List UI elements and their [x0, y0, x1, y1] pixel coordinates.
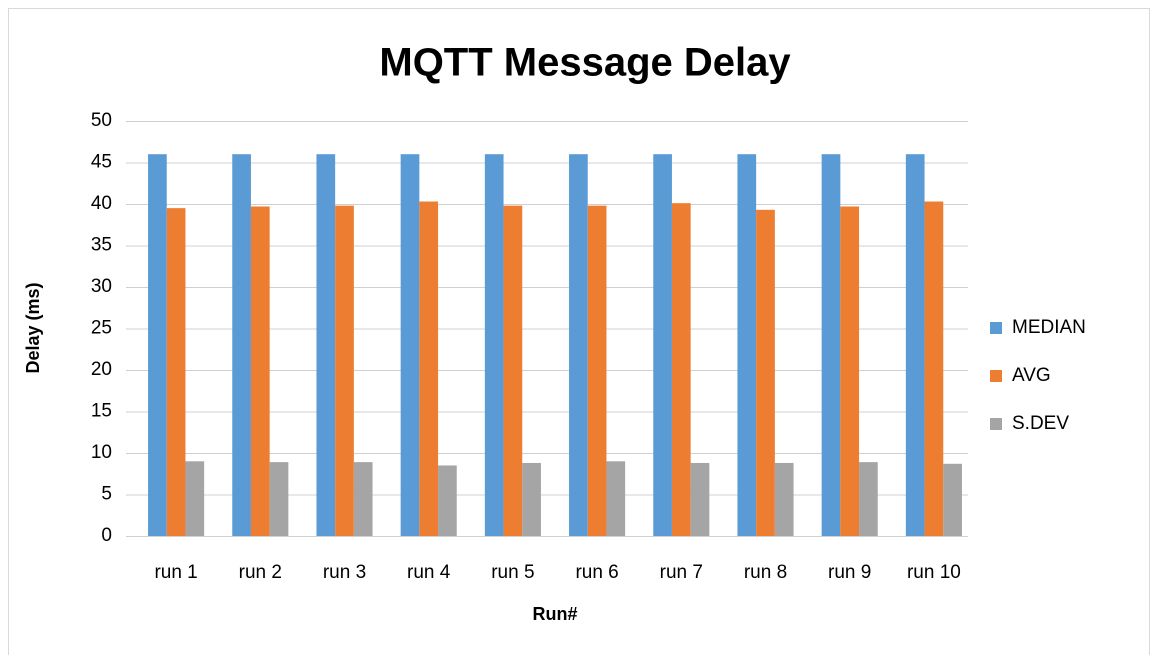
bar [859, 462, 878, 536]
x-tick-label: run 1 [154, 562, 197, 583]
legend-label: S.DEV [1012, 413, 1069, 434]
bar [400, 154, 420, 536]
x-tick-label: run 5 [491, 562, 534, 583]
bar [503, 205, 523, 536]
legend-label: MEDIAN [1012, 317, 1086, 338]
bar [690, 462, 710, 536]
y-tick-label: 45 [91, 152, 112, 173]
bar [148, 154, 167, 536]
legend-label: AVG [1012, 365, 1051, 386]
y-tick-label: 25 [91, 318, 112, 339]
bar [587, 205, 607, 536]
y-tick-label: 10 [91, 442, 112, 463]
bar [484, 154, 504, 536]
bar [316, 154, 336, 536]
y-tick-label: 35 [91, 235, 112, 256]
x-tick-label: run 6 [575, 562, 618, 583]
bar [166, 208, 186, 536]
bar [232, 154, 251, 536]
x-axis-title: Run# [533, 604, 578, 624]
x-tick-label: run 4 [407, 562, 451, 583]
y-tick-label: 30 [91, 276, 112, 297]
y-tick-label: 5 [101, 484, 112, 505]
x-tick-label: run 10 [907, 562, 961, 583]
x-tick-label: run 9 [828, 562, 871, 583]
y-tick-label: 50 [91, 110, 112, 131]
bar [335, 205, 354, 536]
y-tick-label: 40 [91, 193, 112, 214]
bar [438, 465, 457, 536]
y-tick-label: 0 [101, 525, 112, 546]
bar [419, 201, 439, 536]
bar [671, 203, 691, 537]
bar [185, 461, 205, 536]
bar [250, 206, 270, 537]
bar [756, 209, 775, 536]
bar [924, 201, 944, 536]
y-axis-title: Delay (ms) [23, 282, 43, 373]
chart-title: MQTT Message Delay [379, 41, 791, 85]
y-tick-label: 20 [91, 359, 112, 380]
legend-swatch [990, 322, 1002, 334]
bar [905, 154, 925, 536]
bar [606, 461, 626, 536]
x-tick-label: run 2 [239, 562, 282, 583]
bar [737, 154, 757, 536]
x-tick-label: run 8 [744, 562, 787, 583]
x-tick-label: run 3 [323, 562, 366, 583]
bar [943, 463, 962, 536]
x-tick-label: run 7 [660, 562, 703, 583]
bar [353, 462, 373, 536]
bar [522, 462, 541, 536]
bar [774, 462, 794, 536]
legend-swatch [990, 418, 1002, 430]
bar [569, 154, 588, 536]
bar [821, 154, 841, 536]
bar [653, 154, 672, 536]
legend-swatch [990, 370, 1002, 382]
bar [269, 462, 289, 536]
bar [840, 206, 860, 537]
y-tick-label: 15 [91, 401, 112, 422]
